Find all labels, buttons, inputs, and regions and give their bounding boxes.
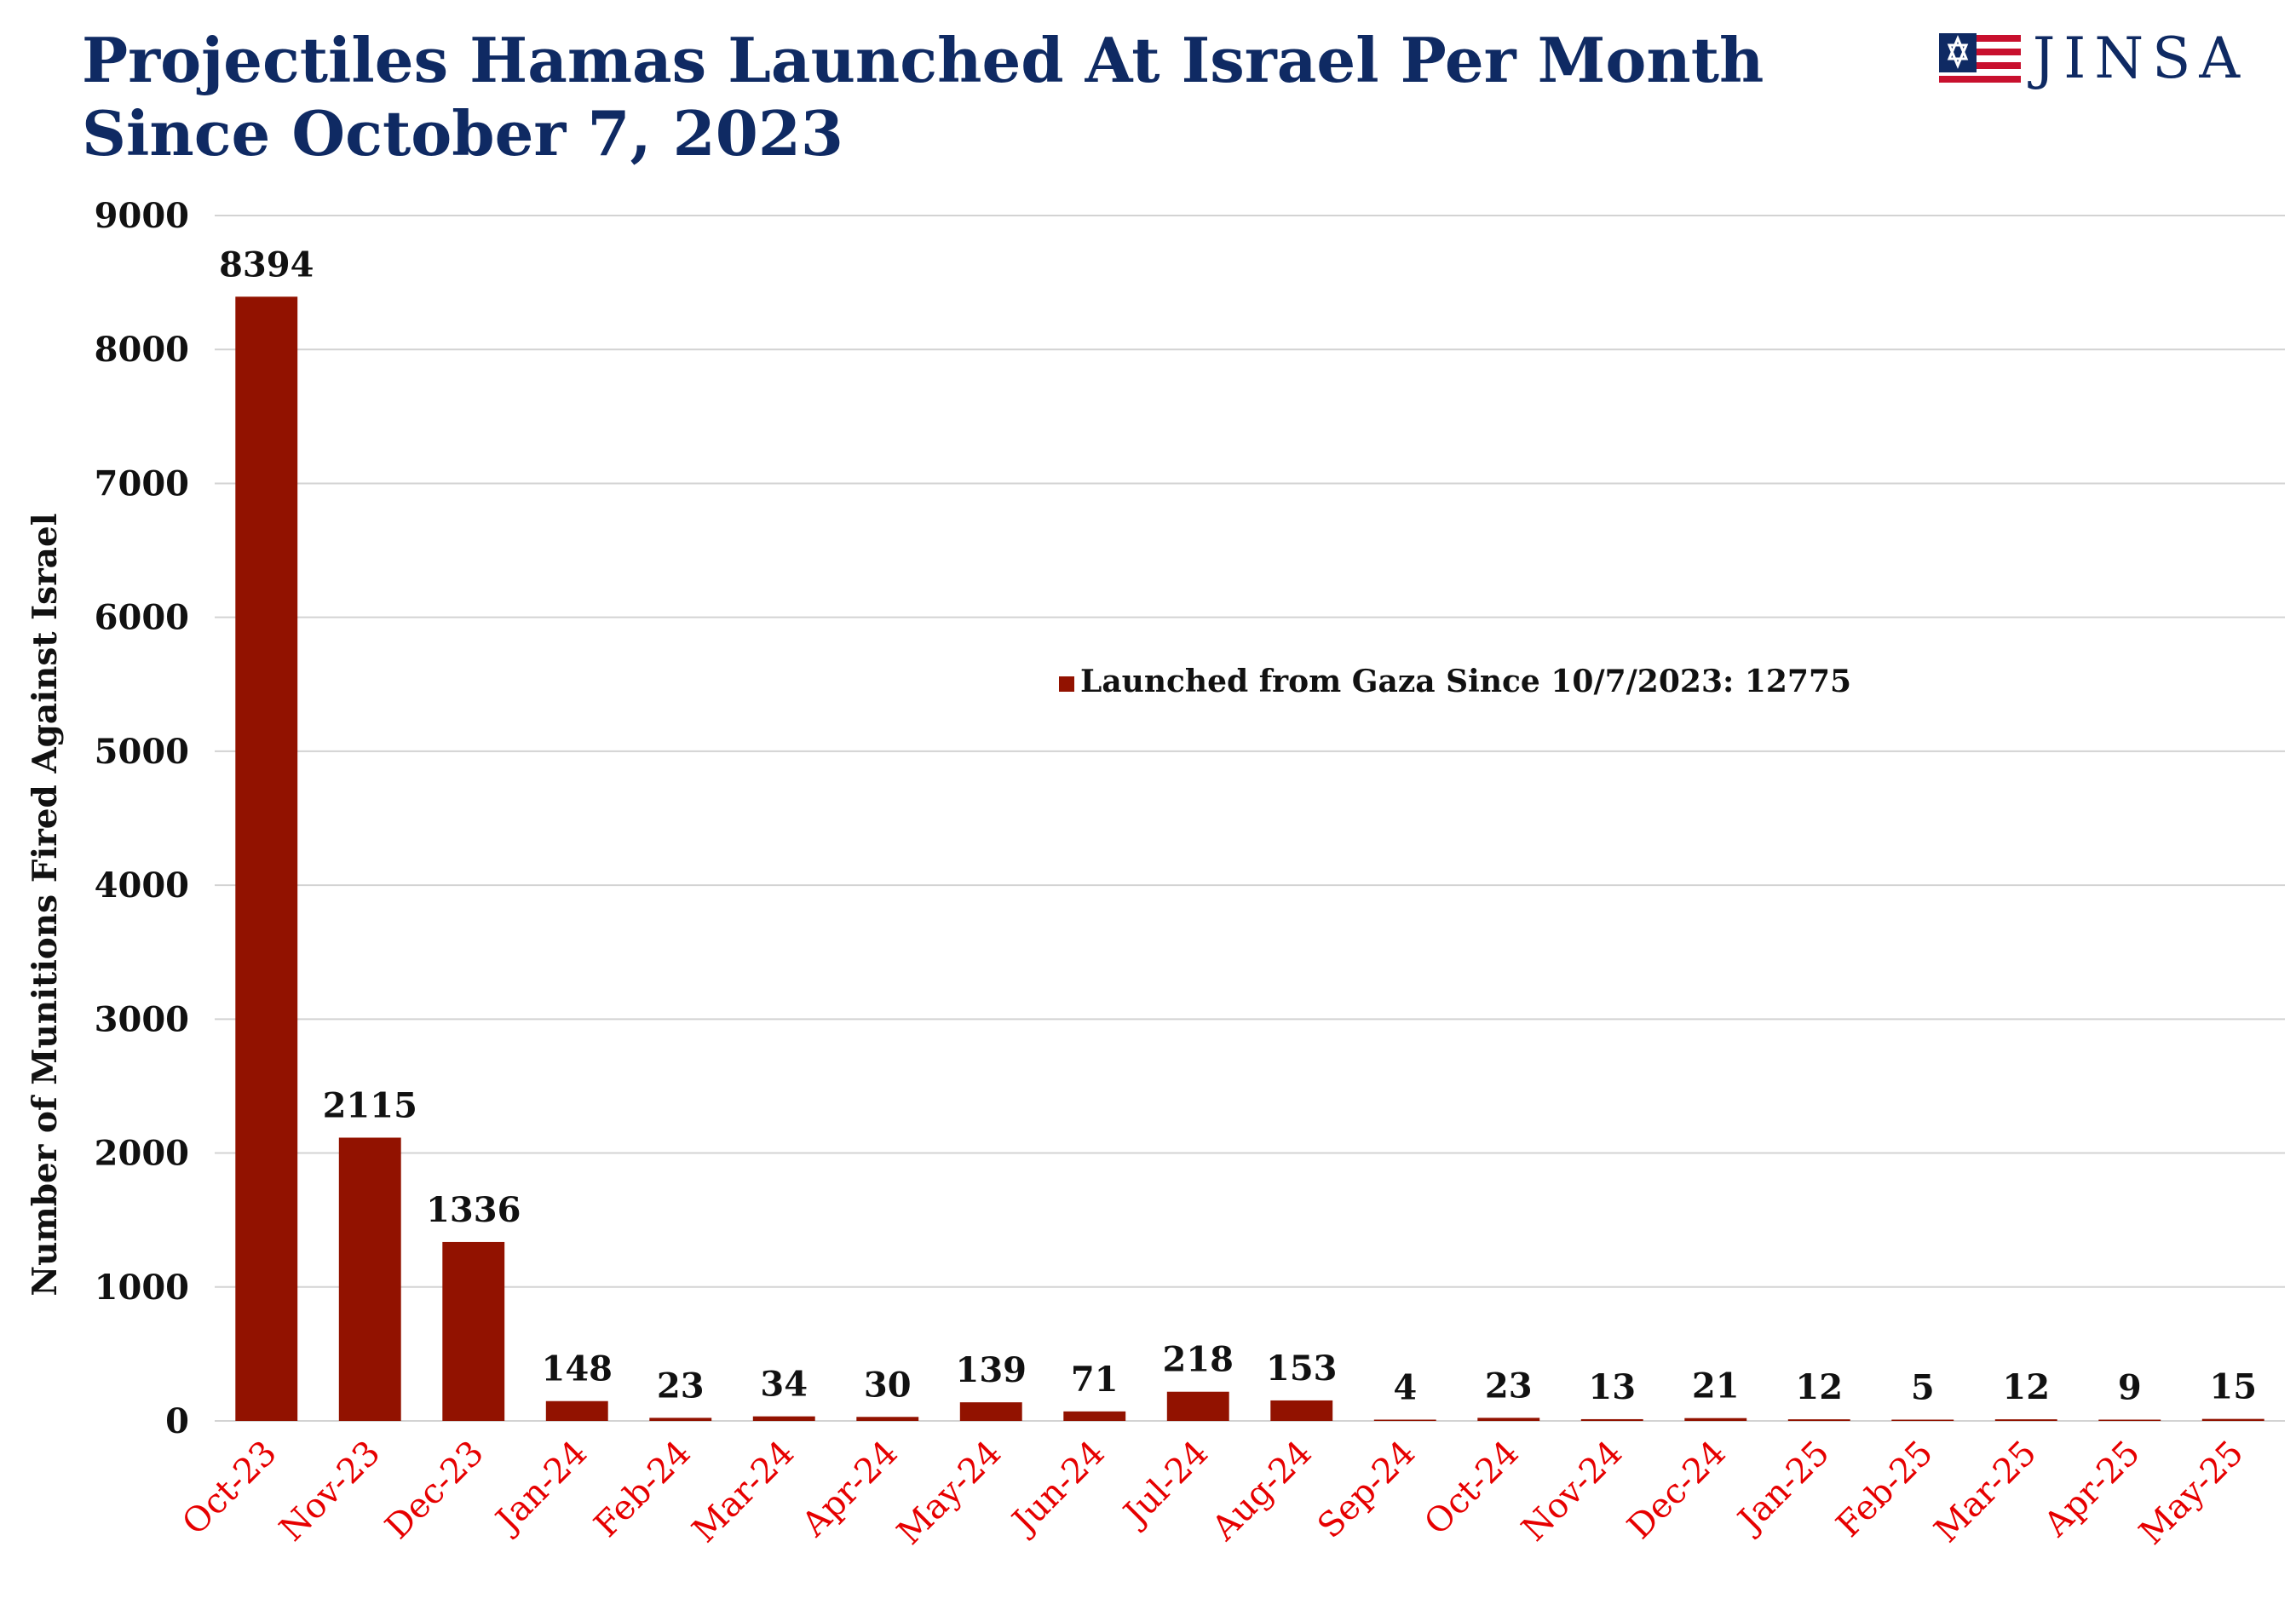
x-tick-label: Nov-23 (272, 1434, 388, 1550)
x-tick-label: Mar-24 (685, 1434, 802, 1550)
bar (235, 296, 298, 1422)
bar (1270, 1400, 1333, 1421)
y-tick-label: 0 (165, 1401, 189, 1441)
x-tick-label: Apr-24 (794, 1434, 906, 1545)
data-label: 4 (1393, 1368, 1417, 1408)
bar (752, 1416, 815, 1421)
bar (1580, 1418, 1643, 1421)
chart-title: Projectiles Hamas Launched At Israel Per… (82, 24, 1764, 170)
data-label: 139 (956, 1350, 1027, 1390)
bar (1063, 1411, 1126, 1421)
x-tick-label: Jan-24 (486, 1434, 595, 1542)
data-label: 21 (1692, 1366, 1740, 1406)
bar (649, 1418, 712, 1421)
gridlines (215, 215, 2285, 1422)
y-tick-label: 1000 (95, 1268, 189, 1308)
x-tick-label: Oct-23 (175, 1434, 284, 1543)
y-tick-label: 5000 (95, 732, 189, 772)
data-label: 71 (1071, 1360, 1119, 1400)
bar (1994, 1419, 2057, 1421)
x-tick-label: Jan-25 (1729, 1434, 1837, 1542)
data-label: 2115 (323, 1085, 417, 1125)
bar (1166, 1391, 1229, 1421)
bar (2201, 1418, 2264, 1421)
x-tick-label: Feb-24 (587, 1434, 699, 1545)
data-label: 12 (1795, 1367, 1843, 1407)
data-label: 23 (657, 1366, 705, 1406)
y-axis-ticks: 0 1000 2000 3000 4000 5000 6000 7000 8000 9000 (95, 196, 189, 1441)
legend-swatch (1059, 676, 1074, 692)
x-tick-label: Apr-25 (2036, 1434, 2148, 1545)
x-tick-label: Mar-25 (1927, 1434, 2044, 1550)
data-label: 13 (1588, 1367, 1636, 1407)
x-tick-label: May-25 (2132, 1434, 2251, 1553)
data-label: 34 (760, 1365, 808, 1405)
y-axis-title: Number of Munitions Fired Against Israel (26, 513, 65, 1296)
y-tick-label: 9000 (95, 196, 189, 236)
x-tick-label: Sep-24 (1310, 1434, 1423, 1546)
bar (1684, 1418, 1747, 1421)
data-label: 1336 (426, 1190, 521, 1230)
x-tick-label: Oct-24 (1417, 1434, 1526, 1543)
legend-label: Launched from Gaza Since 10/7/2023: 1277… (1080, 664, 1851, 699)
legend: Launched from Gaza Since 10/7/2023: 1277… (1059, 664, 1851, 699)
x-tick-label: May-24 (889, 1434, 1009, 1553)
data-label: 148 (542, 1349, 613, 1389)
chart-title-line-2: Since October 7, 2023 (82, 97, 844, 170)
y-tick-label: 3000 (95, 999, 189, 1039)
y-tick-label: 4000 (95, 866, 189, 906)
logo-text: JINSA (2032, 26, 2248, 91)
x-axis-ticks: Oct-23Nov-23Dec-23Jan-24Feb-24Mar-24Apr-… (175, 1434, 2251, 1553)
x-tick-label: Feb-25 (1829, 1434, 1941, 1545)
x-tick-label: Jun-24 (1003, 1434, 1113, 1544)
bar (1477, 1418, 1540, 1421)
x-tick-label: Dec-24 (1620, 1434, 1733, 1547)
bar (959, 1402, 1022, 1421)
data-label: 15 (2209, 1367, 2257, 1407)
data-label: 5 (1911, 1368, 1935, 1408)
y-tick-label: 6000 (95, 598, 189, 638)
x-tick-label: Jul-24 (1114, 1434, 1217, 1536)
bar (2098, 1419, 2161, 1421)
y-tick-label: 7000 (95, 463, 189, 503)
data-label: 153 (1266, 1349, 1338, 1389)
bar (442, 1241, 505, 1421)
y-tick-label: 2000 (95, 1134, 189, 1174)
data-label: 218 (1163, 1340, 1234, 1380)
x-tick-label: Nov-24 (1514, 1434, 1630, 1550)
bar (856, 1417, 919, 1421)
bar (1891, 1419, 1954, 1421)
bars (235, 296, 2264, 1422)
data-label: 30 (864, 1365, 912, 1405)
chart-title-line-1: Projectiles Hamas Launched At Israel Per… (82, 24, 1764, 96)
x-tick-label: Aug-24 (1204, 1434, 1320, 1550)
data-label: 8394 (219, 244, 314, 285)
bar (545, 1400, 608, 1421)
jinsa-logo: JINSA (1938, 26, 2248, 91)
data-label: 9 (2118, 1368, 2142, 1408)
bar (1787, 1419, 1850, 1421)
x-tick-label: Dec-23 (377, 1434, 491, 1547)
data-label: 12 (2002, 1367, 2050, 1407)
y-tick-label: 8000 (95, 330, 189, 370)
bar (1373, 1419, 1436, 1421)
bar (338, 1137, 401, 1421)
data-label: 23 (1485, 1366, 1533, 1406)
star-of-david-flag-icon (1938, 32, 2021, 84)
